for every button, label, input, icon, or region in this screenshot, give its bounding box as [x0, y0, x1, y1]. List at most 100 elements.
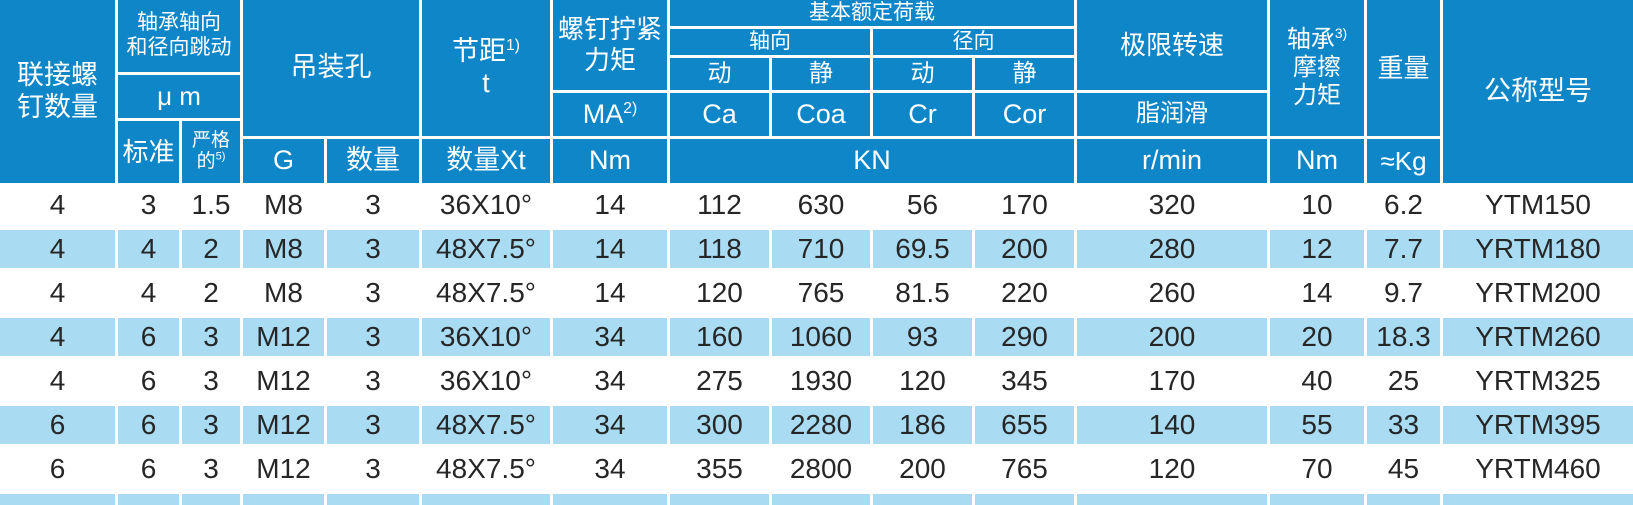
table-cell: 320: [1148, 189, 1196, 220]
table-cell: 3: [327, 230, 419, 268]
table-cell: 3: [203, 453, 219, 484]
runout-strict-line1: 严格: [191, 130, 230, 152]
table-cell: YRTM325: [1475, 365, 1601, 396]
table-cell: 48X7.5°: [422, 406, 550, 444]
table-row: 4 4 2 M8 3 48X7.5° 14 118 710 69.5 200 2…: [0, 227, 1633, 271]
table-cell: 12: [1270, 230, 1364, 268]
table-cell-partial: [118, 494, 179, 505]
header-runout-strict: 严格 的5): [182, 121, 240, 183]
table-cell: 170: [1001, 189, 1048, 220]
header-torque-title: 螺钉拧紧 力矩: [553, 0, 667, 90]
table-cell-partial: [182, 494, 240, 505]
table-cell: 355: [696, 453, 743, 484]
table-cell: 765: [797, 277, 845, 308]
table-cell: 200: [1077, 318, 1267, 356]
table-cell: 4: [140, 277, 157, 308]
table-cell: 18.3: [1367, 318, 1440, 356]
header-radial-dynamic: 动: [873, 58, 972, 90]
header-group-limit-speed: 极限转速 脂润滑 r/min: [1077, 0, 1267, 183]
table-cell: 6: [0, 406, 115, 444]
pitch-superscript: 1): [506, 37, 520, 55]
table-cell: 112: [697, 189, 742, 220]
header-hoist-title: 吊装孔: [243, 0, 419, 136]
table-cell: 70: [1301, 453, 1333, 484]
table-row: 4 6 3 M12 3 36X10° 34 160 1060 93 290 20…: [0, 315, 1633, 359]
table-cell: YRTM180: [1443, 230, 1633, 268]
header-load-title: 基本额定荷载: [670, 0, 1074, 26]
table-cell: 260: [1148, 277, 1196, 308]
table-cell: 3: [140, 189, 157, 220]
table-cell: 14: [594, 277, 626, 308]
table-row: 6 6 3 M12 3 48X7.5° 34 300 2280 186 655 …: [0, 403, 1633, 447]
table-cell: 36X10°: [422, 318, 550, 356]
table-cell: 34: [594, 453, 626, 484]
table-cell: 4: [49, 365, 66, 396]
table-cell: 9.7: [1384, 277, 1423, 308]
table-cell: 140: [1077, 406, 1267, 444]
table-cell: 6: [118, 318, 179, 356]
header-torque-ma: MA2): [553, 93, 667, 136]
table-row: 6 6 3 M12 3 48X7.5° 34 355 2800 200 765 …: [0, 447, 1633, 491]
table-cell: 4: [0, 318, 115, 356]
header-group-weight: 重量 ≈Kg: [1367, 0, 1440, 183]
header-weight-title: 重量: [1367, 0, 1440, 136]
header-hoist-thread: G: [243, 139, 324, 183]
table-cell: 275: [696, 365, 743, 396]
pitch-symbol: t: [482, 68, 490, 98]
pitch-label-line: 节距1): [452, 36, 520, 67]
header-group-hoist-holes: 吊装孔 G 数量: [243, 0, 419, 183]
table-cell: 14: [594, 189, 626, 220]
ma-superscript: 2): [623, 99, 638, 117]
table-cell: 300: [670, 406, 769, 444]
table-cell: 655: [975, 406, 1074, 444]
table-cell: 48X7.5°: [436, 453, 536, 484]
table-cell: 280: [1077, 230, 1267, 268]
table-cell: YTM150: [1485, 189, 1591, 220]
table-cell: 120: [1148, 453, 1196, 484]
table-row: 4 3 1.5 M8 3 36X10° 14 112 630 56 170 32…: [0, 183, 1633, 227]
table-cell: 45: [1387, 453, 1420, 484]
table-cell: M8: [243, 230, 324, 268]
table-cell: 36X10°: [439, 189, 533, 220]
table-cell: YRTM395: [1443, 406, 1633, 444]
table-cell: 10: [1301, 189, 1333, 220]
table-cell-partial: [670, 494, 769, 505]
table-cell: 3: [182, 406, 240, 444]
header-torque-unit: Nm: [553, 139, 667, 183]
table-cell: 4: [0, 230, 115, 268]
table-cell: 3: [365, 277, 381, 308]
table-cell: M12: [243, 406, 324, 444]
table-cell: 3: [327, 406, 419, 444]
table-cell: 34: [553, 318, 667, 356]
table-cell: 1930: [789, 365, 853, 396]
table-cell: 4: [118, 230, 179, 268]
header-load-axial: 轴向: [670, 29, 870, 55]
table-cell-partial: [772, 494, 870, 505]
table-cell: 186: [873, 406, 972, 444]
table-cell-partial: [553, 494, 667, 505]
header-runout-unit: μ m: [118, 75, 240, 118]
header-load-dynstat-row: 动 静 动 静: [670, 58, 1074, 90]
table-cell: 345: [1001, 365, 1048, 396]
table-cell: 34: [594, 365, 626, 396]
table-cell-partial: [327, 494, 419, 505]
header-friction-title: 轴承3) 摩擦 力矩: [1270, 0, 1364, 136]
table-cell: 25: [1387, 365, 1420, 396]
header-hoist-qty: 数量: [327, 139, 419, 183]
header-runout-title: 轴承轴向 和径向跳动: [118, 0, 240, 72]
header-axial-dynamic: 动: [670, 58, 769, 90]
table-cell: 2: [203, 277, 219, 308]
table-cell: 3: [327, 318, 419, 356]
table-cell: 33: [1367, 406, 1440, 444]
table-cell: 120: [899, 365, 946, 396]
table-cell: YRTM260: [1443, 318, 1633, 356]
table-cell: 200: [975, 230, 1074, 268]
header-model: 公称型号: [1443, 0, 1633, 183]
table-cell-partial: [243, 494, 324, 505]
table-cell: YRTM200: [1475, 277, 1601, 308]
table-cell: YRTM460: [1475, 453, 1601, 484]
table-cell-partial: [873, 494, 972, 505]
header-runout-standard: 标准: [118, 121, 179, 183]
table-cell: 3: [203, 365, 219, 396]
